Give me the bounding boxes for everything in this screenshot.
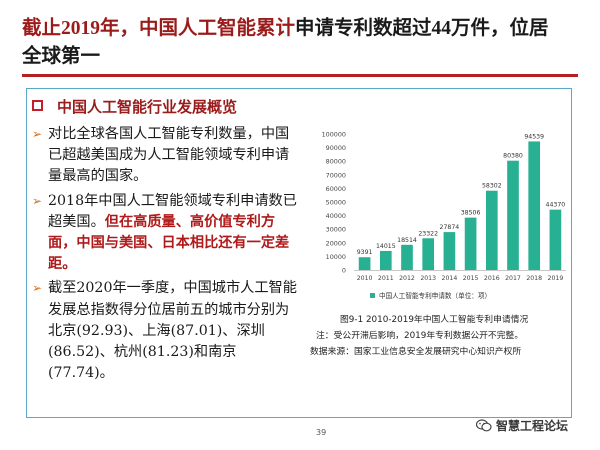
caption-note: 注：受公开滞后影响，2019年专利数据公开不完整。: [316, 331, 524, 341]
data-label: 94539: [524, 133, 544, 140]
x-tick-label: 2018: [526, 275, 542, 282]
x-tick-label: 2017: [505, 275, 521, 282]
page-number: 39: [316, 428, 327, 437]
title-part-1: 截止: [22, 16, 62, 39]
bullet-item: 截至2020年一季度，中国城市人工智能发展总指数得分位居前五的城市分别为北京(9…: [32, 278, 302, 384]
bullet-item: 2018年中国人工智能领域专利申请数已超美国。但在高质量、高价值专利方面，中国与…: [32, 191, 302, 276]
bar: [422, 238, 435, 270]
bar: [379, 250, 392, 270]
bar: [358, 257, 371, 270]
bar: [528, 141, 541, 270]
patent-bar-chart: 0 10000 20000 30000 40000 50000 60000 70000 8000…: [322, 131, 566, 300]
data-label: 58302: [482, 183, 502, 190]
title-number: 44: [431, 18, 452, 39]
data-label: 80380: [503, 153, 523, 160]
watermark-text: 智慧工程论坛: [496, 419, 569, 433]
bar: [507, 160, 519, 270]
bar: [549, 209, 562, 270]
x-tick-label: 2011: [378, 275, 394, 282]
title-part-2: 年，中国人工智能累计: [100, 16, 296, 39]
page-title: 截止2019年，中国人工智能累计申请专利数超过44万件，位居全球第一: [22, 14, 582, 69]
title-divider: [22, 74, 578, 77]
y-tick-label: 80000: [326, 158, 346, 166]
x-tick-label: 2019: [548, 275, 564, 282]
x-tick-label: 2015: [463, 275, 479, 282]
section-heading-text: 中国人工智能行业发展概览: [57, 98, 238, 116]
bullet-text: 2018年中国人工智能领域专利申请数已超美国。: [48, 192, 297, 230]
section-heading: 中国人工智能行业发展概览: [32, 96, 237, 117]
y-tick-label: 90000: [326, 144, 346, 152]
data-label: 44370: [546, 202, 566, 209]
wechat-icon: [476, 419, 492, 432]
x-tick-label: 2010: [357, 275, 373, 282]
legend-swatch: [370, 293, 375, 298]
y-tick-label: 70000: [326, 171, 346, 179]
y-tick-label: 40000: [326, 212, 346, 220]
x-tick-label: 2013: [420, 275, 436, 282]
bullet-text: 截至2020年一季度，中国城市人工智能发展总指数得分位居前五的城市分别为北京(9…: [48, 280, 297, 382]
title-part-3: 申请专利数超过: [295, 16, 432, 39]
y-tick-label: 10000: [326, 253, 346, 261]
y-tick-label: 100000: [322, 131, 346, 139]
y-tick-label: 50000: [326, 199, 346, 207]
bullet-highlight: 但在高质量、高价值专利方面，中国与美国、日本相比还有一定差距。: [48, 213, 290, 273]
title-line-2: 全球第一: [22, 44, 101, 67]
y-tick-label: 0: [342, 267, 346, 275]
bar: [401, 244, 413, 270]
bullet-text: 对比全球各国人工智能专利数量，中国已超越美国成为人工智能领域专利申请量最高的国家…: [48, 126, 290, 185]
caption-figure: 图9-1 2010-2019年中国人工智能专利申请情况: [340, 315, 529, 325]
caption-source: 数据来源：国家工业信息安全发展研究中心知识产权所: [310, 347, 522, 357]
bullet-item: 对比全球各国人工智能专利数量，中国已超越美国成为人工智能领域专利申请量最高的国家…: [32, 124, 302, 188]
data-label: 18514: [397, 237, 417, 244]
data-label: 38506: [461, 210, 481, 217]
data-label: 9391: [357, 249, 373, 256]
chart-caption: 图9-1 2010-2019年中国人工智能专利申请情况 注：受公开滞后影响，20…: [308, 312, 574, 360]
title-year: 2019: [61, 18, 101, 39]
x-tick-label: 2014: [442, 275, 458, 282]
bar: [443, 232, 456, 270]
legend-label: 中国人工智能专利申请数（单位：项）: [379, 291, 491, 300]
watermark: 智慧工程论坛: [476, 417, 568, 434]
y-tick-label: 60000: [326, 185, 346, 193]
bullet-list: 对比全球各国人工智能专利数量，中国已超越美国成为人工智能领域专利申请量最高的国家…: [32, 124, 302, 387]
data-label: 14015: [376, 243, 396, 250]
x-tick-label: 2016: [484, 275, 500, 282]
bar: [485, 190, 498, 270]
data-label: 23322: [418, 230, 438, 237]
content-panel: [26, 88, 572, 418]
y-tick-label: 30000: [326, 226, 346, 234]
data-label: 27874: [440, 224, 460, 231]
title-part-4: 万件，位居: [451, 16, 549, 39]
bar: [464, 217, 477, 270]
square-bullet-icon: [32, 100, 43, 111]
x-tick-label: 2012: [399, 275, 415, 282]
y-tick-label: 20000: [326, 239, 346, 247]
